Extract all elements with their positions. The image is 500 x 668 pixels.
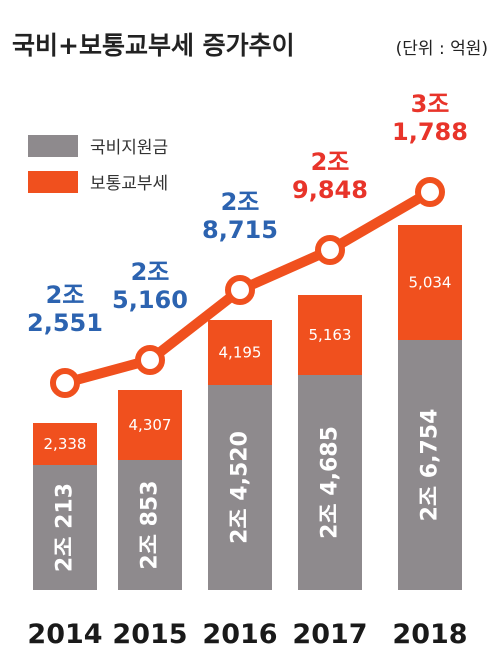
total-point-2016 — [225, 275, 255, 305]
total-point-2015 — [135, 345, 165, 375]
legend-label-national-subsidy: 국비지원금 — [90, 138, 168, 158]
bar-national-subsidy-2015 — [118, 460, 182, 590]
total-point-2018 — [415, 177, 445, 207]
chart-title: 국비+보통교부세 증가추이 — [12, 31, 295, 60]
bar-general-grant-2014 — [33, 423, 97, 465]
label-general-grant-2015: 4,307 — [129, 416, 172, 434]
legend-label-general-grant: 보통교부세 — [90, 174, 168, 194]
total-label-trillion-2017: 2조 — [311, 148, 350, 176]
total-label-trillion-2014: 2조 — [46, 281, 85, 309]
labels: 2조 213 2,338 2014 2조 853 4,307 2015 2조 4,520 4,… — [27, 90, 468, 650]
label-general-grant-2017: 5,163 — [309, 326, 352, 344]
year-label-2016: 2016 — [202, 619, 277, 650]
total-label-remainder-2016: 8,715 — [202, 216, 278, 244]
legend-swatch-general-grant — [28, 171, 78, 193]
legend: 국비지원금 보통교부세 — [28, 135, 168, 194]
year-label-2018: 2018 — [392, 619, 467, 650]
bar-general-grant-2016 — [208, 320, 272, 385]
total-point-2017 — [315, 235, 345, 265]
bar-general-grant-2015 — [118, 390, 182, 460]
total-label-trillion-2018: 3조 — [411, 90, 450, 118]
total-point-2014 — [50, 368, 80, 398]
legend-swatch-national-subsidy — [28, 135, 78, 157]
bars — [33, 225, 462, 590]
bar-national-subsidy-2016 — [208, 385, 272, 590]
year-label-2017: 2017 — [292, 619, 367, 650]
label-general-grant-2014: 2,338 — [44, 435, 87, 453]
bar-general-grant-2017 — [298, 295, 362, 375]
total-label-remainder-2015: 5,160 — [112, 286, 188, 314]
label-national-subsidy-2017: 2조 4,685 — [318, 426, 343, 539]
total-label-trillion-2015: 2조 — [131, 258, 170, 286]
total-label-remainder-2017: 9,848 — [292, 176, 368, 204]
bar-national-subsidy-2014 — [33, 465, 97, 590]
bar-national-subsidy-2018 — [398, 340, 462, 590]
year-label-2014: 2014 — [27, 619, 102, 650]
bar-national-subsidy-2017 — [298, 375, 362, 590]
label-national-subsidy-2018: 2조 6,754 — [418, 409, 443, 522]
total-label-trillion-2016: 2조 — [221, 188, 260, 216]
year-label-2015: 2015 — [112, 619, 187, 650]
label-general-grant-2018: 5,034 — [409, 274, 452, 292]
total-label-remainder-2018: 1,788 — [392, 118, 468, 146]
bar-general-grant-2018 — [398, 225, 462, 340]
label-national-subsidy-2015: 2조 853 — [138, 480, 163, 569]
label-general-grant-2016: 4,195 — [219, 344, 262, 362]
label-national-subsidy-2016: 2조 4,520 — [228, 431, 253, 544]
unit-label: (단위 : 억원) — [396, 39, 488, 59]
total-line — [50, 177, 445, 398]
total-label-remainder-2014: 2,551 — [27, 309, 103, 337]
label-national-subsidy-2014: 2조 213 — [53, 483, 78, 572]
